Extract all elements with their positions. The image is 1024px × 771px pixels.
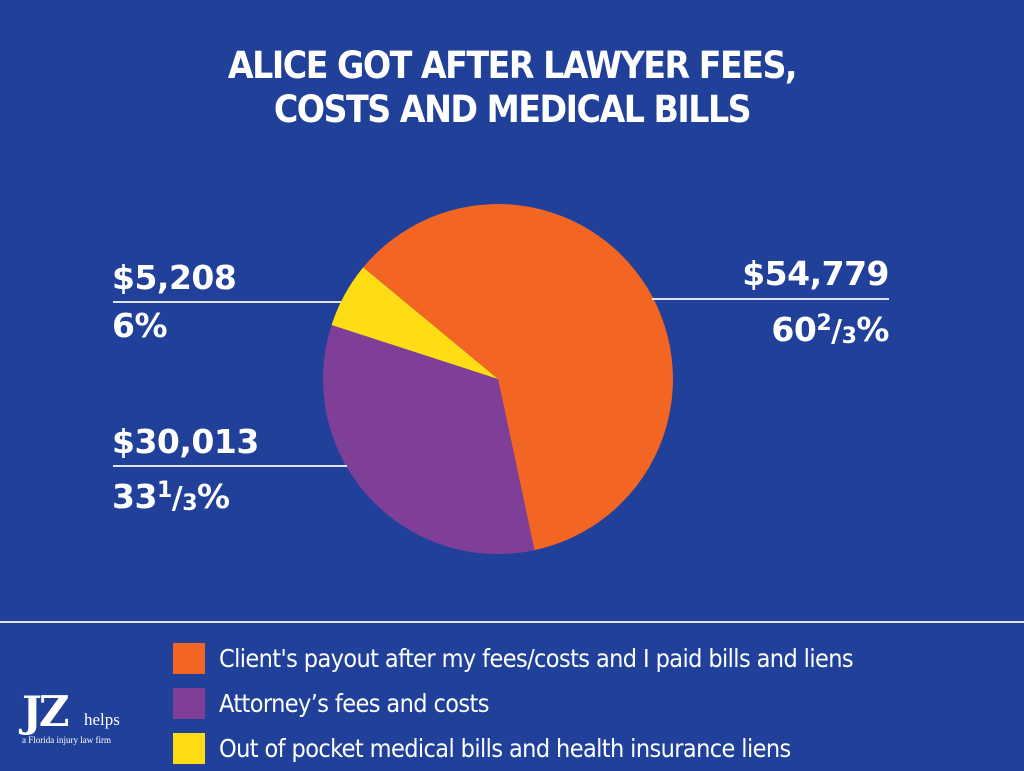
legend-swatch-orange <box>173 643 205 674</box>
legend-label: Client's payout after my fees/costs and … <box>219 644 854 673</box>
yellow-percent-label: 6% <box>112 306 168 345</box>
legend-label: Out of pocket medical bills and health i… <box>219 734 791 763</box>
legend-item-client-payout: Client's payout after my fees/costs and … <box>173 636 854 681</box>
pie-slice-purple <box>323 325 535 555</box>
legend-label: Attorney’s fees and costs <box>219 689 489 718</box>
orange-percent-whole: 60 <box>771 310 817 349</box>
legend-item-medical-bills: Out of pocket medical bills and health i… <box>173 726 853 771</box>
orange-percent-denominator: 3 <box>841 324 857 349</box>
orange-percent-sign: % <box>856 310 889 349</box>
pie-chart <box>323 204 673 555</box>
legend: Client's payout after my fees/costs and … <box>173 636 854 771</box>
yellow-amount-label: $5,208 <box>112 258 237 297</box>
fraction-slash: / <box>171 481 183 516</box>
logo-word: helps <box>84 710 120 729</box>
purple-amount-label: $30,013 <box>112 422 259 461</box>
legend-swatch-purple <box>173 688 205 719</box>
purple-percent-denominator: 3 <box>182 491 198 516</box>
legend-swatch-yellow <box>173 733 205 764</box>
logo-tagline: a Florida injury law firm <box>22 735 111 745</box>
pie-slice-orange <box>363 204 673 551</box>
purple-percent-sign: % <box>197 477 230 516</box>
purple-percent-numerator: 1 <box>156 478 172 503</box>
orange-amount-label: $54,779 <box>742 254 889 293</box>
chart-title-line-1: ALICE GOT AFTER LAWYER FEES, <box>227 44 798 87</box>
chart-title: ALICE GOT AFTER LAWYER FEES, COSTS AND M… <box>0 44 1024 132</box>
orange-leader-line <box>652 298 889 300</box>
orange-percent-label: 602/3% <box>771 304 889 357</box>
purple-percent-label: 331/3% <box>112 471 230 524</box>
legend-divider <box>0 621 1024 623</box>
chart-title-line-2: COSTS AND MEDICAL BILLS <box>273 88 752 131</box>
purple-percent-whole: 33 <box>112 477 157 516</box>
orange-percent-numerator: 2 <box>816 311 832 336</box>
legend-item-attorney-fees: Attorney’s fees and costs <box>173 681 853 726</box>
purple-leader-line <box>113 465 347 467</box>
yellow-leader-line <box>113 301 341 303</box>
logo-mark: JZ <box>22 687 70 736</box>
logo: JZ helps a Florida injury law firm <box>22 690 142 750</box>
fraction-slash: / <box>831 314 842 349</box>
pie-slice-yellow <box>331 267 498 379</box>
